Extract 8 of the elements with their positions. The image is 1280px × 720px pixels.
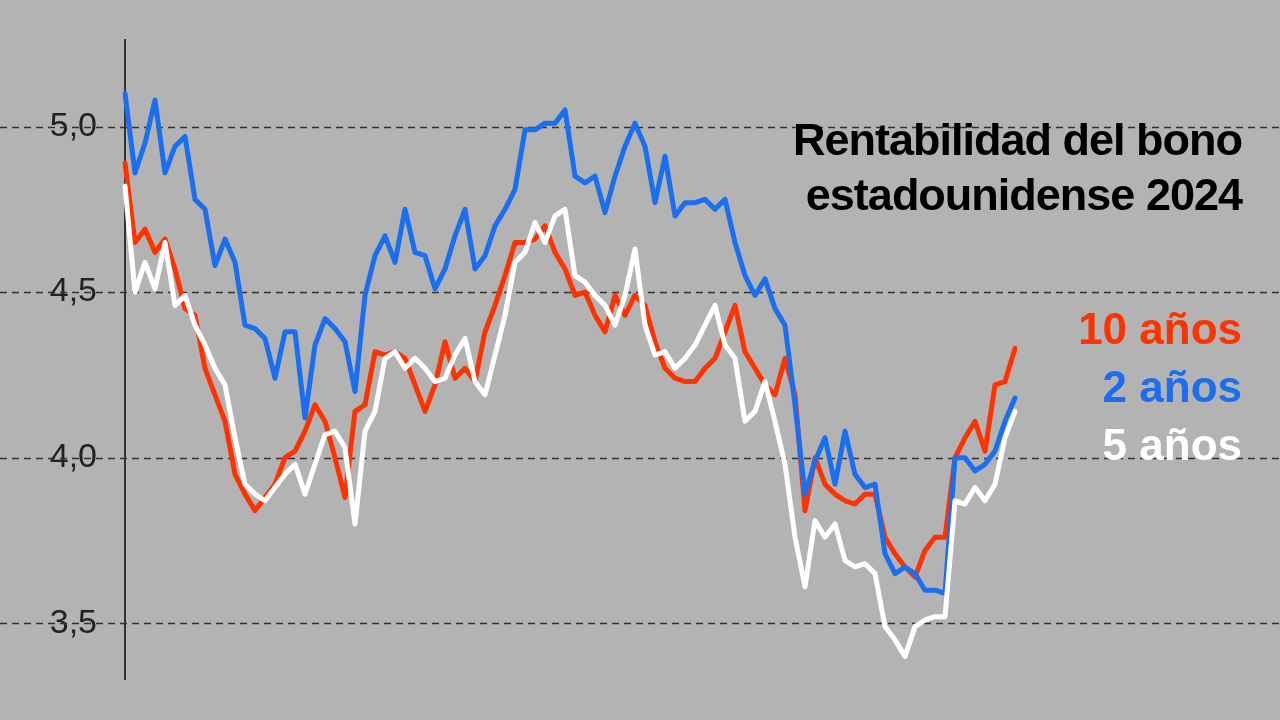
series-label: 10 años: [1078, 303, 1242, 355]
y-tick-label: 5,0: [49, 104, 97, 143]
text: 5 años: [1101, 419, 1242, 471]
y-tick-label: 3,5: [49, 601, 97, 640]
y-tick-label: 4,5: [49, 270, 97, 309]
y-tick-label: 4,0: [49, 436, 97, 475]
text: 2 años: [1101, 361, 1242, 413]
text: Rentabilidad del bono estadounidense 2024: [792, 113, 1242, 222]
